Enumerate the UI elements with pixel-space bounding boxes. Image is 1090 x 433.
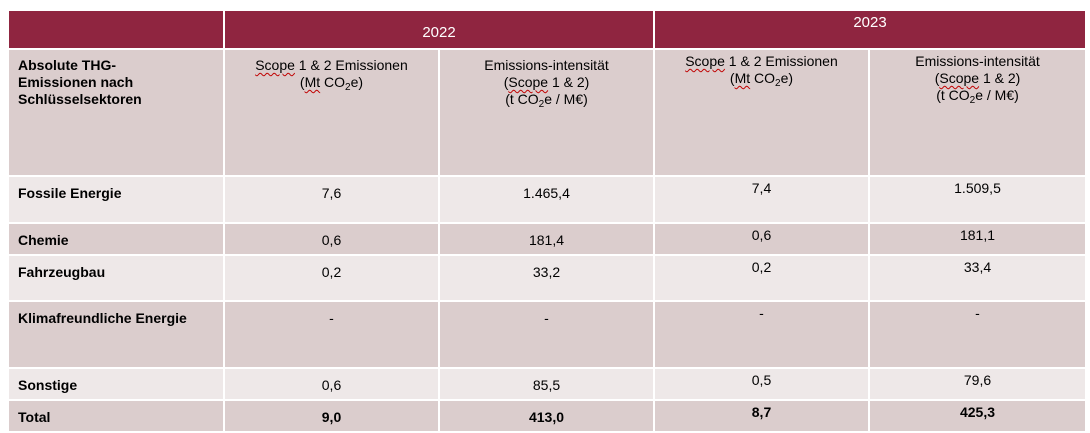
intensity-scope: (Scope 1 & 2) (503, 74, 590, 90)
emissions-2022-cell: - (223, 300, 440, 369)
intensity-2022-cell: 85,5 (438, 367, 655, 401)
intensity-2023-header: Emissions-intensität (Scope 1 & 2) (t CO… (868, 48, 1087, 177)
corner-cell (7, 9, 225, 50)
intensity-unit: (t CO2e / M€) (505, 91, 588, 110)
scope-word: Scope (255, 57, 295, 73)
intensity-2022-cell: 1.465,4 (438, 175, 655, 224)
intensity-2023-cell: - (868, 300, 1087, 369)
emissions-2023-cell: 7,4 (653, 175, 870, 224)
emissions-2022-cell: 7,6 (223, 175, 440, 224)
table-row-chemie: Chemie 0,6 181,4 0,6 181,1 (7, 222, 1087, 256)
intensity-2023-cell: 181,1 (868, 222, 1087, 256)
intensity-2022-cell: 33,2 (438, 254, 655, 302)
table-row-fahrzeugbau: Fahrzeugbau 0,2 33,2 0,2 33,4 (7, 254, 1087, 302)
sector-label: Klimafreundliche Energie (7, 300, 225, 369)
scope-unit: (Mt CO2e) (299, 74, 364, 93)
intensity-2023-cell: 425,3 (868, 399, 1087, 433)
year-header-row: 2022 2023 (7, 9, 1087, 50)
column-header-row: Absolute THG-Emissionen nach Schlüsselse… (7, 48, 1087, 177)
table-row-total: Total 9,0 413,0 8,7 425,3 (7, 399, 1087, 433)
table-row-sonstige: Sonstige 0,6 85,5 0,5 79,6 (7, 367, 1087, 401)
year-2023-header: 2023 (653, 9, 1087, 50)
year-2022-header: 2022 (223, 9, 655, 50)
intensity-2022-cell: - (438, 300, 655, 369)
intensity-2022-cell: 181,4 (438, 222, 655, 256)
emissions-2023-cell: 0,6 (653, 222, 870, 256)
emissions-2023-cell: - (653, 300, 870, 369)
sector-label: Total (7, 399, 225, 433)
sector-label: Fahrzeugbau (7, 254, 225, 302)
sector-label: Fossile Energie (7, 175, 225, 224)
emissions-2023-cell: 8,7 (653, 399, 870, 433)
row-label-header-text: Absolute THG-Emissionen nach Schlüsselse… (18, 57, 142, 107)
emissions-2023-cell: 0,5 (653, 367, 870, 401)
emissions-table: 2022 2023 Absolute THG-Emissionen nach S… (7, 9, 1087, 433)
emissions-2022-cell: 0,6 (223, 222, 440, 256)
emissions-2022-cell: 0,2 (223, 254, 440, 302)
table-row-klimafreundliche-energie: Klimafreundliche Energie - - - - (7, 300, 1087, 369)
emissions-2023-cell: 0,2 (653, 254, 870, 302)
intensity-2023-cell: 1.509,5 (868, 175, 1087, 224)
table-row-fossile-energie: Fossile Energie 7,6 1.465,4 7,4 1.509,5 (7, 175, 1087, 224)
intensity-2022-cell: 413,0 (438, 399, 655, 433)
intensity-2023-cell: 33,4 (868, 254, 1087, 302)
scope-emissions-2023-header: Scope 1 & 2 Emissionen (Mt CO2e) (653, 48, 870, 177)
sector-label: Chemie (7, 222, 225, 256)
emissions-2022-cell: 0,6 (223, 367, 440, 401)
emissions-2022-cell: 9,0 (223, 399, 440, 433)
intensity-title: Emissions-intensität (484, 57, 609, 73)
intensity-2023-cell: 79,6 (868, 367, 1087, 401)
scope-emissions-rest: 1 & 2 Emissionen (294, 57, 408, 73)
row-label-header: Absolute THG-Emissionen nach Schlüsselse… (7, 48, 225, 177)
scope-emissions-2022-header: Scope 1 & 2 Emissionen (Mt CO2e) (223, 48, 440, 177)
sector-label: Sonstige (7, 367, 225, 401)
intensity-2022-header: Emissions-intensität (Scope 1 & 2) (t CO… (438, 48, 655, 177)
